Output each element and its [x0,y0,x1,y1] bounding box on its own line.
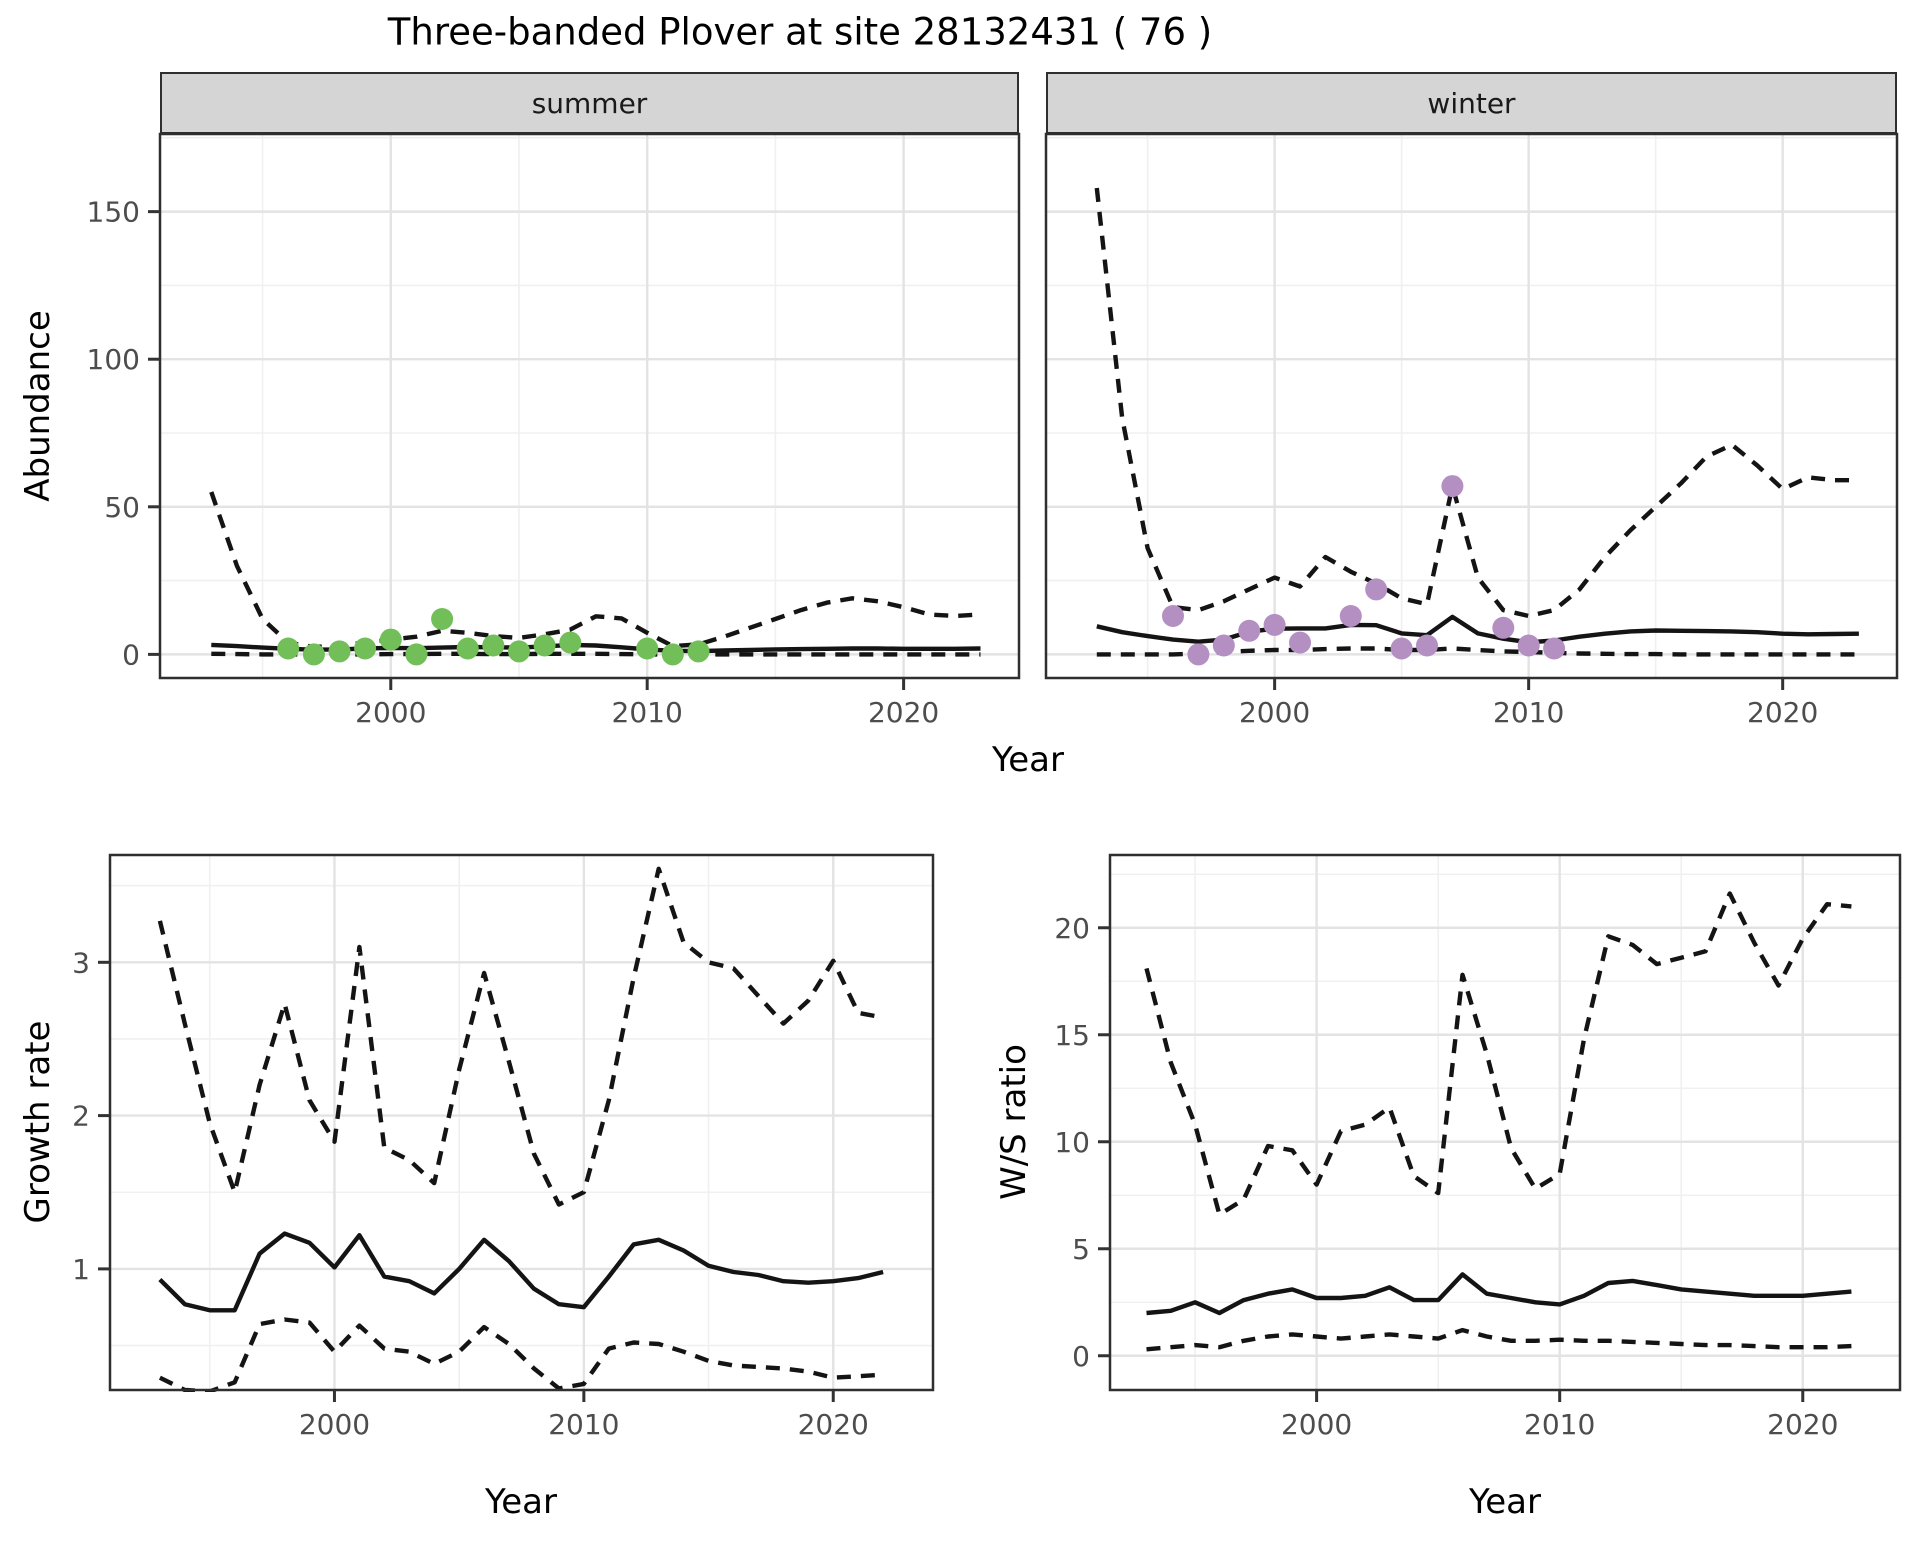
x-tick-label: 2020 [1767,1408,1838,1441]
observation-point [559,631,582,654]
upper-95ci-line [157,866,884,1207]
x-tick-label: 2020 [868,696,939,729]
series-group [209,491,981,666]
x-axis-title-year-growth: Year [485,1482,557,1522]
panel-abundance-winter: 2000 2010 2020 [1044,132,1899,729]
series-group [1094,187,1859,666]
observation-point [1238,619,1261,642]
median-line [1146,1272,1852,1316]
upper-95ci-line [1094,187,1859,619]
observation-point [636,637,659,660]
observation-point [687,640,710,663]
y-tick-label: 10 [1054,1126,1090,1159]
upper-95ci-line [1144,891,1852,1217]
observation-point [302,643,325,666]
panel-background [160,134,1019,678]
observation-point [1187,643,1210,666]
x-tick-label: 2000 [355,696,426,729]
y-tick-label: 0 [122,638,140,671]
observation-point [328,640,351,663]
observation-point [1212,634,1235,657]
figure-title: Three-banded Plover at site 28132431 ( 7… [387,10,1213,54]
x-tick-label: 2010 [1493,696,1564,729]
observation-point [533,634,556,657]
x-tick-label: 2020 [1747,696,1818,729]
observation-point [661,643,684,666]
y-tick-label: 15 [1054,1019,1090,1052]
facet-strip-summer: summer [160,72,1019,134]
y-tick-label: 1 [72,1253,90,1286]
panel-abundance-summer: 2000 2010 2020 0 50 100 150 [87,132,1021,729]
observation-point [1416,634,1438,657]
observation-point [1441,475,1464,498]
observation-point [1492,616,1515,639]
x-tick-label: 2010 [1524,1408,1595,1441]
y-tick-label: 2 [72,1100,90,1133]
median-line [158,1231,884,1313]
series-group [157,866,884,1392]
y-tick-label: 3 [72,946,90,979]
series-group [1144,891,1852,1352]
panel-border [108,853,935,1392]
observation-point [405,643,428,666]
observation-point [1517,634,1540,657]
observation-point [1339,605,1362,627]
facet-strip-winter-label: winter [1427,86,1516,120]
observation-point [456,637,479,660]
panel-border [1044,132,1899,680]
observation-point [508,640,530,663]
panel-border [1108,853,1902,1392]
observation-point [1543,637,1566,660]
observation-point [354,637,377,660]
x-axis-title-year-top: Year [992,740,1064,780]
y-tick-label: 5 [1072,1233,1090,1266]
x-tick-label: 2010 [612,696,683,729]
y-axis-title-ws-ratio: W/S ratio [994,1044,1034,1200]
y-axis-title-abundance: Abundance [18,310,58,502]
x-tick-label: 2020 [798,1408,869,1441]
x-tick-label: 2000 [1239,696,1310,729]
x-tick-label: 2010 [548,1408,619,1441]
x-tick-label: 2000 [1281,1408,1352,1441]
panel-border [158,132,1021,680]
observation-point [1365,578,1388,601]
observation-point [1390,637,1413,660]
panel-background [110,855,933,1390]
y-tick-label: 150 [87,196,140,229]
lower-95ci-line [158,1317,884,1392]
observation-point [431,608,454,630]
y-axis-title-growth-rate: Growth rate [18,1020,58,1224]
y-tick-label: 50 [104,491,140,524]
panel-background [1046,134,1897,678]
y-tick-label: 100 [87,343,140,376]
observation-point [1263,613,1286,636]
x-axis-title-year-ws: Year [1469,1482,1541,1522]
y-tick-label: 0 [1072,1340,1090,1373]
panel-ws-ratio: 2000 2010 2020 0 5 10 15 20 [1054,853,1902,1441]
panel-growth-rate: 2000 2010 2020 1 2 3 [72,853,935,1441]
y-tick-label: 20 [1054,912,1090,945]
observation-point [482,634,505,657]
observation-point [1289,631,1311,654]
observation-point [277,637,300,660]
facet-strip-winter: winter [1046,72,1897,134]
observation-point [379,628,402,651]
x-tick-label: 2000 [299,1408,370,1441]
facet-strip-summer-label: summer [531,86,648,120]
observation-point [1162,605,1184,627]
